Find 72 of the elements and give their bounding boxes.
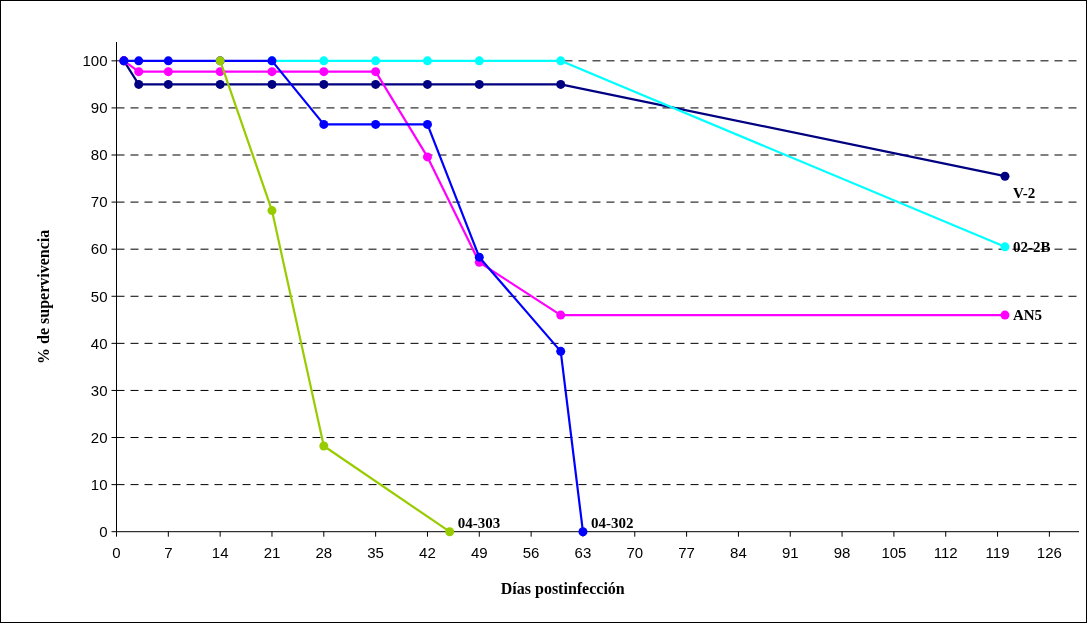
point <box>371 67 381 77</box>
y-tick-label: 90 <box>90 99 108 117</box>
y-tick-label: 10 <box>90 475 108 493</box>
point <box>474 56 484 66</box>
point <box>319 119 329 129</box>
point <box>134 56 144 66</box>
point <box>163 79 173 89</box>
point <box>474 79 484 89</box>
x-tick-label: 56 <box>522 543 540 561</box>
x-tick-label: 7 <box>164 543 173 561</box>
series-label: 04-302 <box>590 514 634 531</box>
series-label: 02-2B <box>1012 238 1051 255</box>
point <box>474 252 484 262</box>
point <box>445 527 455 537</box>
x-tick-label: 105 <box>881 543 907 561</box>
point <box>422 152 432 162</box>
y-tick-label: 20 <box>90 428 108 446</box>
y-tick-label: 80 <box>90 146 108 164</box>
x-tick-label: 98 <box>833 543 851 561</box>
point <box>556 310 566 320</box>
x-tick-label: 35 <box>367 543 384 561</box>
y-tick-label: 0 <box>99 522 108 540</box>
point <box>422 79 432 89</box>
point <box>163 67 173 77</box>
x-tick-label: 49 <box>470 543 488 561</box>
x-tick-label: 77 <box>678 543 695 561</box>
point <box>319 67 329 77</box>
point <box>371 79 381 89</box>
point <box>163 56 173 66</box>
point <box>319 56 329 66</box>
point <box>215 79 225 89</box>
point <box>556 346 566 356</box>
series-label: V-2 <box>1012 185 1036 202</box>
point <box>556 79 566 89</box>
x-tick-label: 0 <box>112 543 121 561</box>
x-tick-label: 28 <box>315 543 333 561</box>
point <box>1000 242 1010 252</box>
point <box>319 79 329 89</box>
x-axis-title: Días postinfección <box>500 579 625 598</box>
point <box>267 79 277 89</box>
y-tick-label: 60 <box>90 240 108 258</box>
point <box>134 67 144 77</box>
x-tick-label: 119 <box>985 543 1010 561</box>
x-tick-label: 84 <box>730 543 747 561</box>
point <box>267 206 277 216</box>
point <box>578 527 588 537</box>
x-tick-label: 42 <box>419 543 436 561</box>
y-tick-label: 40 <box>90 334 108 352</box>
point <box>422 56 432 66</box>
y-tick-label: 30 <box>90 381 108 399</box>
point <box>422 119 432 129</box>
x-tick-label: 21 <box>263 543 281 561</box>
point <box>267 67 277 77</box>
y-tick-label: 50 <box>90 287 108 305</box>
point <box>371 56 381 66</box>
y-tick-label: 70 <box>90 193 108 211</box>
point <box>556 56 566 66</box>
y-tick-label: 100 <box>82 52 108 70</box>
series-label: AN5 <box>1012 307 1043 324</box>
x-tick-label: 70 <box>626 543 644 561</box>
series-label: 04-303 <box>457 514 501 531</box>
point <box>319 441 329 451</box>
x-tick-label: 126 <box>1036 543 1062 561</box>
x-tick-label: 91 <box>781 543 799 561</box>
point <box>371 119 381 129</box>
x-tick-label: 112 <box>933 543 958 561</box>
point <box>1000 171 1010 181</box>
point <box>134 79 144 89</box>
point <box>1000 310 1010 320</box>
y-axis-title: % de supervivencia <box>35 229 53 364</box>
x-tick-label: 14 <box>211 543 229 561</box>
x-tick-label: 63 <box>574 543 592 561</box>
